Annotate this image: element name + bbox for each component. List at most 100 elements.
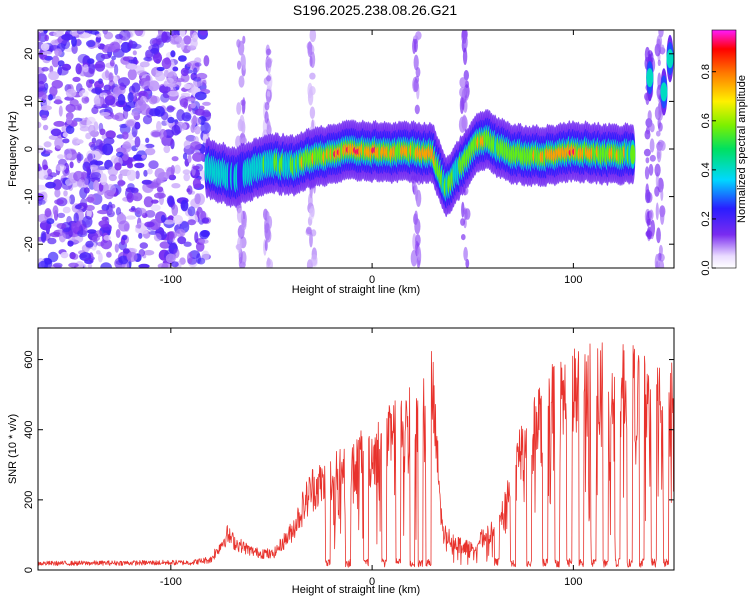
noise-speckle xyxy=(139,242,148,249)
noise-speckle xyxy=(141,179,152,185)
noise-speckle xyxy=(125,119,137,128)
noise-speckle xyxy=(122,248,130,254)
noise-speckle xyxy=(68,262,79,268)
noise-speckle xyxy=(156,120,162,132)
noise-speckle xyxy=(84,259,93,264)
colorbar: 0.0 0.2 0.4 0.6 0.8 Normalized spectral ampl… xyxy=(700,29,748,276)
noise-speckle xyxy=(163,219,175,225)
noise-speckle xyxy=(118,220,130,232)
noise-speckle xyxy=(166,83,178,88)
x-tick-label: -100 xyxy=(160,576,182,588)
noise-speckle xyxy=(186,62,192,67)
vertical-streak xyxy=(308,193,313,210)
noise-speckle xyxy=(42,124,49,131)
noise-speckle xyxy=(62,132,68,138)
vertical-streak xyxy=(417,246,422,261)
noise-speckle xyxy=(143,196,154,208)
noise-speckle xyxy=(163,80,168,87)
noise-speckle xyxy=(60,251,69,259)
spectrogram-x-ticks: -100 0 100 xyxy=(160,30,583,286)
noise-speckle xyxy=(194,108,205,116)
noise-speckle xyxy=(103,43,116,53)
x-tick-label: 0 xyxy=(369,576,375,588)
noise-speckle xyxy=(103,137,115,145)
vertical-streak xyxy=(264,111,269,124)
vertical-streak xyxy=(266,75,272,82)
colorbar-gradient xyxy=(711,29,737,269)
vertical-streak xyxy=(413,78,419,92)
noise-speckle xyxy=(115,229,121,238)
noise-speckle xyxy=(75,204,82,210)
noise-speckle xyxy=(78,223,88,236)
snr-series-line xyxy=(38,342,674,568)
noise-speckle xyxy=(78,179,83,187)
noise-speckle xyxy=(103,234,111,241)
vertical-streak xyxy=(414,210,418,225)
noise-speckle xyxy=(91,87,103,94)
noise-speckle xyxy=(187,206,196,217)
noise-speckle xyxy=(134,92,145,97)
noise-speckle xyxy=(161,31,168,43)
noise-speckle xyxy=(41,114,48,121)
noise-speckle xyxy=(198,105,205,111)
noise-speckle xyxy=(47,251,59,263)
noise-speckle xyxy=(90,143,97,151)
noise-speckle xyxy=(154,106,165,117)
noise-speckle xyxy=(47,168,52,177)
noise-speckle xyxy=(61,33,73,41)
noise-speckle xyxy=(201,250,210,261)
noise-speckle xyxy=(172,66,179,72)
vertical-streak xyxy=(307,41,313,58)
vertical-streak xyxy=(654,186,660,197)
vertical-streak xyxy=(414,104,420,115)
noise-speckle xyxy=(125,215,136,220)
noise-speckle xyxy=(171,183,181,189)
noise-speckle xyxy=(187,98,196,104)
noise-speckle xyxy=(44,208,52,218)
noise-speckle xyxy=(180,67,189,77)
snr-background xyxy=(38,328,674,570)
noise-speckle xyxy=(194,62,202,67)
noise-speckle xyxy=(194,91,207,101)
vertical-streak xyxy=(646,218,652,226)
noise-speckle xyxy=(113,75,118,85)
vertical-streak xyxy=(649,138,655,153)
noise-speckle xyxy=(100,53,112,60)
noise-speckle xyxy=(56,223,67,229)
noise-speckle xyxy=(114,112,125,122)
vertical-streak xyxy=(309,30,317,43)
noise-speckle xyxy=(48,135,59,140)
noise-speckle xyxy=(54,48,62,57)
vertical-streak xyxy=(657,59,661,66)
noise-speckle xyxy=(187,185,193,195)
vertical-streak xyxy=(266,258,273,268)
noise-speckle xyxy=(94,60,106,72)
noise-speckle xyxy=(75,63,82,75)
vertical-streak xyxy=(237,60,242,70)
noise-speckle xyxy=(126,162,134,169)
noise-speckle xyxy=(145,137,150,143)
vertical-streak xyxy=(656,130,661,137)
noise-speckle xyxy=(145,49,153,59)
noise-speckle xyxy=(180,39,185,51)
vertical-streak xyxy=(266,48,272,56)
noise-speckle xyxy=(55,164,67,172)
vertical-streak xyxy=(660,44,665,55)
noise-speckle xyxy=(125,101,138,109)
noise-speckle xyxy=(192,178,201,189)
vertical-streak xyxy=(266,120,271,135)
noise-speckle xyxy=(192,152,204,162)
noise-speckle xyxy=(170,50,176,58)
x-tick-label: 100 xyxy=(564,576,582,588)
noise-speckle xyxy=(170,165,175,175)
noise-speckle xyxy=(102,143,114,156)
vertical-streak xyxy=(645,157,650,164)
noise-speckle xyxy=(171,204,179,217)
vertical-streak xyxy=(654,163,661,177)
y-tick-label: 600 xyxy=(23,350,35,368)
noise-speckle xyxy=(44,34,49,42)
vertical-streak xyxy=(649,209,654,221)
noise-speckle xyxy=(171,156,179,162)
noise-speckle xyxy=(159,128,167,141)
colorbar-ticks: 0.0 0.2 0.4 0.6 0.8 xyxy=(700,64,716,276)
